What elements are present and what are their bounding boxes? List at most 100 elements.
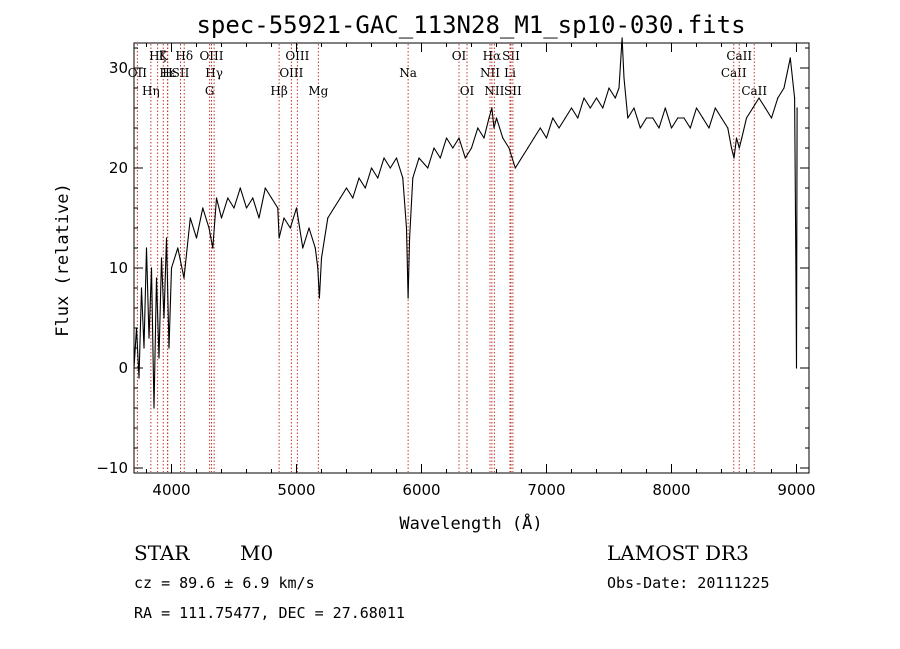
spectral-line-label: Na	[399, 66, 417, 80]
flux-data-point	[177, 247, 179, 249]
chart-title: spec-55921-GAC_113N28_M1_sp10-030.fits	[196, 11, 745, 39]
spectral-line-label: OI	[460, 84, 475, 98]
flux-data-point	[183, 277, 185, 279]
flux-data-point	[195, 237, 198, 239]
flux-data-point	[320, 257, 323, 259]
flux-data-point	[514, 167, 516, 169]
flux-data-point	[789, 57, 791, 59]
spectral-line-label: Hη	[142, 84, 160, 98]
y-tick-label: −10	[96, 459, 128, 477]
flux-data-point	[795, 367, 798, 369]
flux-data-point	[405, 227, 408, 229]
flux-data-point	[720, 117, 723, 119]
flux-data-point	[155, 277, 158, 279]
flux-data-point	[495, 117, 498, 119]
flux-data-point	[733, 157, 735, 159]
flux-data-point	[377, 177, 379, 179]
flux-data-point	[277, 207, 279, 209]
flux-data-point	[796, 107, 798, 109]
flux-data-point	[383, 157, 385, 159]
flux-data-point	[464, 157, 466, 159]
flux-data-point	[148, 337, 150, 339]
flux-data-point	[389, 167, 391, 169]
spectral-line-label: OI	[452, 49, 467, 63]
flux-data-point	[283, 217, 285, 219]
flux-data-point	[153, 407, 155, 409]
flux-data-point	[695, 107, 698, 109]
flux-series-group	[133, 37, 798, 409]
spectral-line-label: Hα	[483, 49, 502, 63]
flux-data-point	[639, 127, 641, 129]
flux-data-point	[289, 227, 291, 229]
spectral-line-label: Hβ	[270, 84, 287, 98]
flux-data-point	[170, 267, 173, 269]
x-axis: 4000 5000 6000 7000 8000 9000	[146, 43, 816, 499]
flux-data-point	[314, 247, 316, 249]
flux-data-point	[407, 297, 409, 299]
flux-data-point	[595, 97, 598, 99]
flux-data-point	[727, 127, 729, 129]
flux-data-point	[252, 197, 254, 199]
flux-data-point	[794, 97, 796, 99]
flux-data-point	[264, 187, 266, 189]
flux-data-point	[470, 147, 473, 149]
flux-data-point	[227, 197, 229, 199]
flux-data-point	[409, 237, 411, 239]
flux-data-point	[664, 107, 666, 109]
flux-data-point	[741, 137, 743, 139]
flux-data-point	[445, 137, 448, 139]
flux-data-point	[352, 197, 354, 199]
flux-data-point	[708, 127, 710, 129]
survey-name: LAMOST DR3	[607, 541, 749, 565]
flux-data-point	[364, 187, 366, 189]
flux-data-point	[735, 137, 738, 139]
x-tick-label: 4000	[152, 481, 190, 499]
spectral-line-label: CaII	[726, 49, 752, 63]
spectral-line-label: SII	[172, 66, 190, 80]
flux-data-point	[452, 147, 454, 149]
flux-data-point	[545, 137, 548, 139]
flux-data-point	[493, 127, 495, 129]
flux-data-point	[652, 117, 654, 119]
flux-data-point	[714, 107, 716, 109]
flux-data-point	[689, 127, 691, 129]
flux-data-point	[683, 117, 685, 119]
spectral-line-label: Hε	[159, 66, 176, 80]
x-tick-label: 7000	[527, 481, 565, 499]
flux-data-point	[491, 107, 493, 109]
flux-data-point	[677, 117, 679, 119]
flux-data-point	[533, 137, 535, 139]
flux-data-point	[239, 187, 241, 189]
flux-data-point	[602, 107, 604, 109]
spectral-line-label: Hζ	[149, 49, 166, 63]
flux-data-point	[589, 107, 591, 109]
spectral-line-label: OIII	[285, 49, 309, 63]
flux-data-point	[427, 167, 429, 169]
flux-data-point	[150, 267, 153, 269]
spectral-line-markers: OIIHηHζKHHεSIIHδGOIIIHγHβOIIIOIIIMgNaOIO…	[128, 44, 767, 472]
flux-data-point	[370, 167, 373, 169]
flux-data-point	[777, 97, 779, 99]
flux-data-point	[570, 107, 573, 109]
flux-data-point	[168, 347, 170, 349]
x-tick-label: 9000	[777, 481, 815, 499]
flux-data-point	[345, 187, 348, 189]
spectral-line-label: CaII	[721, 66, 747, 80]
flux-data-point	[645, 117, 648, 119]
flux-data-point	[138, 377, 140, 379]
x-axis-label: Wavelength (Å)	[399, 512, 542, 534]
flux-data-point	[165, 237, 168, 239]
spectral-line-label: Hγ	[205, 66, 223, 80]
spectral-line-label: Mg	[308, 84, 328, 98]
flux-data-point	[395, 157, 398, 159]
flux-data-point	[702, 117, 704, 119]
flux-data-point	[527, 147, 529, 149]
spectral-line-label: G	[205, 84, 215, 98]
flux-data-point	[670, 127, 673, 129]
flux-data-point	[558, 127, 560, 129]
flux-data-point	[339, 197, 341, 199]
flux-data-point	[258, 217, 260, 219]
flux-data-point	[633, 107, 635, 109]
flux-data-point	[552, 117, 554, 119]
flux-data-point	[658, 127, 660, 129]
